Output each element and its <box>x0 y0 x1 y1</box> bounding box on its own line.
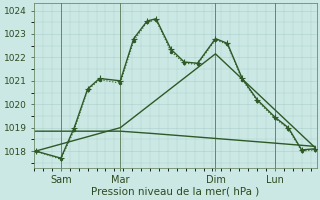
X-axis label: Pression niveau de la mer( hPa ): Pression niveau de la mer( hPa ) <box>91 187 260 197</box>
